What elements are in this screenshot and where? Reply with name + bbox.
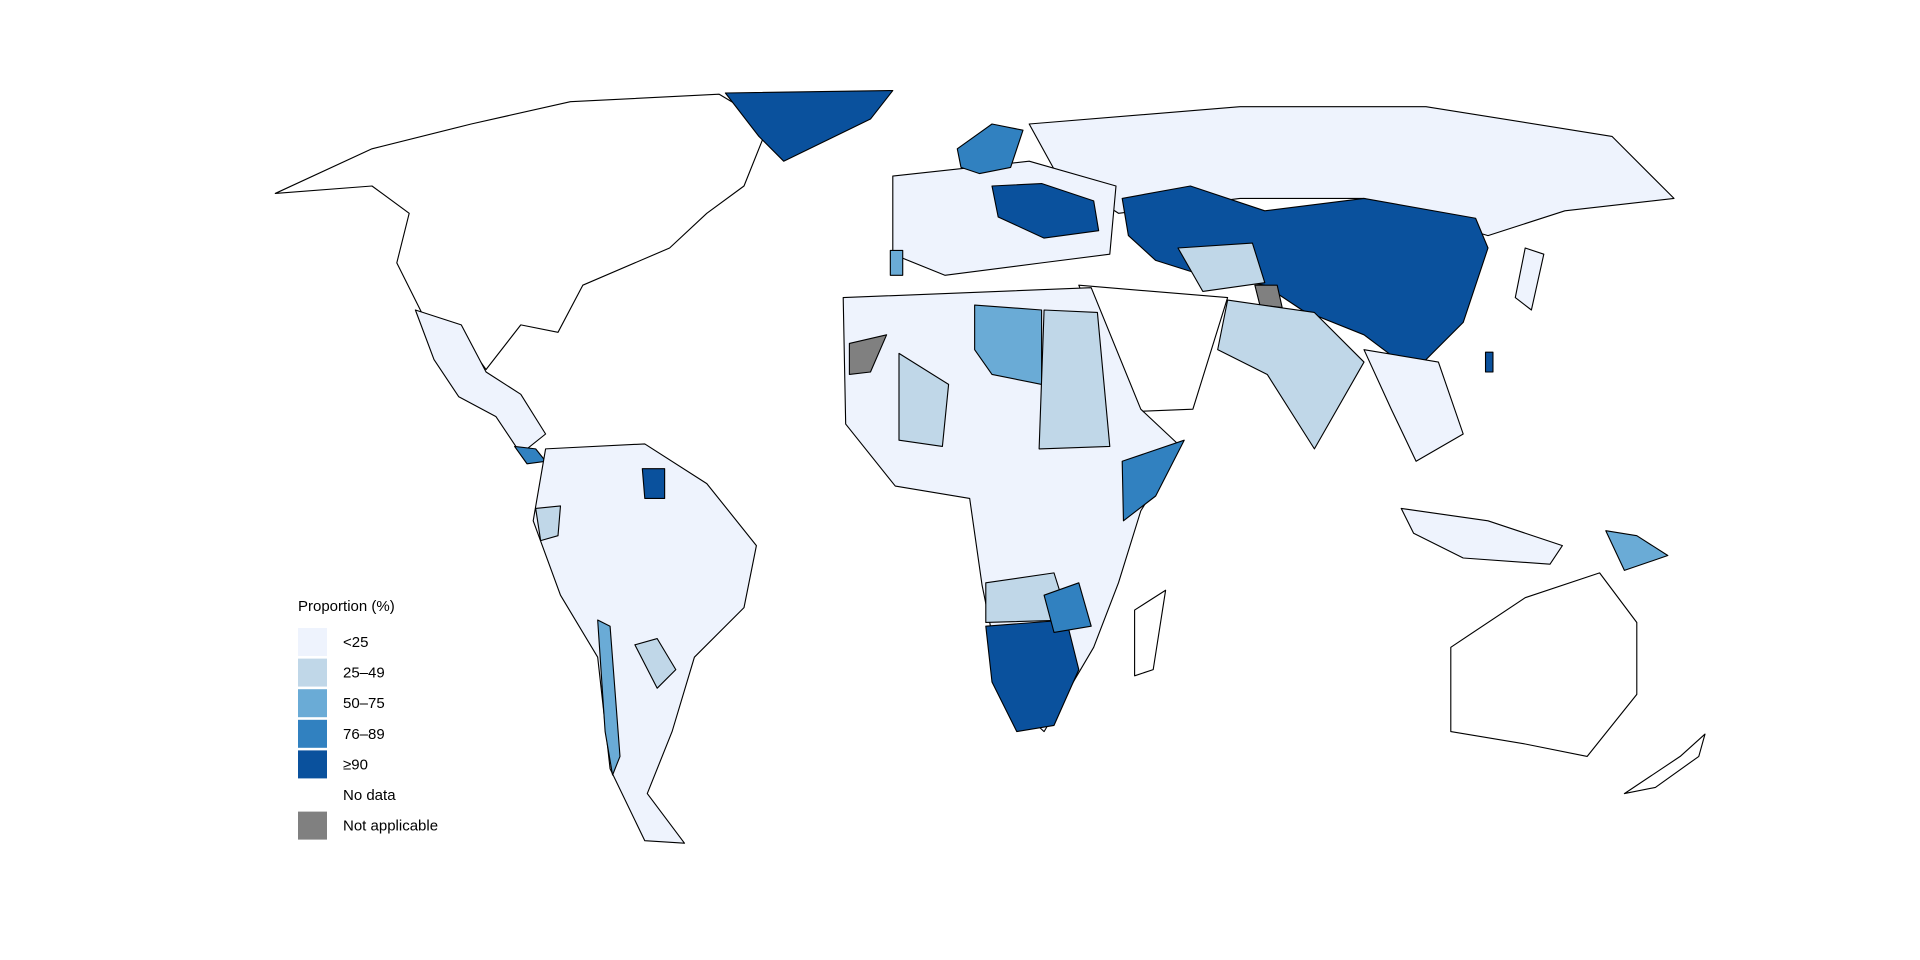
map-shapes (274, 89, 1706, 844)
somalia (1121, 439, 1185, 522)
legend-swatch (298, 719, 327, 748)
legend-label: No data (343, 787, 396, 804)
india (1217, 299, 1365, 450)
legend-label: ≥90 (343, 756, 368, 773)
legend-swatch (298, 628, 327, 656)
legend-swatch (298, 811, 327, 840)
suriname (641, 468, 666, 500)
greenland (724, 89, 894, 162)
legend-swatch (298, 781, 327, 809)
chile (597, 619, 621, 776)
central-america (414, 309, 547, 455)
new-zealand (1623, 733, 1706, 795)
zimbabwe-region (1043, 582, 1092, 633)
madagascar (1134, 589, 1167, 677)
mali-region (898, 352, 950, 447)
legend-swatch (298, 750, 327, 779)
legend-label: 25–49 (343, 665, 385, 682)
central-asia (1177, 242, 1266, 292)
legend-label: 50–75 (343, 695, 385, 712)
scandinavia (956, 123, 1024, 175)
portugal (889, 249, 904, 276)
southeast-asia (1363, 349, 1464, 462)
taiwan (1484, 351, 1494, 373)
japan (1514, 247, 1545, 311)
north-america (274, 93, 770, 371)
egypt-sudan (1038, 309, 1111, 450)
legend: Proportion (%) <25 25–49 50–75 76–89 ≥90 No d… (298, 598, 438, 840)
ukraine-belarus (991, 182, 1100, 239)
libya (974, 304, 1043, 385)
peru-region (535, 505, 562, 542)
legend-title: Proportion (%) (298, 598, 395, 615)
legend-swatch (298, 689, 327, 718)
paraguay (634, 638, 677, 689)
legend-label: Not applicable (343, 818, 438, 835)
legend-label: <25 (343, 634, 368, 651)
costa-rica (514, 445, 547, 465)
papua-new-guinea (1605, 530, 1669, 571)
legend-label: 76–89 (343, 726, 385, 743)
legend-swatch (298, 658, 327, 687)
australia (1450, 572, 1638, 757)
southern-africa (985, 619, 1080, 733)
indonesia (1400, 507, 1563, 565)
western-sahara (848, 334, 888, 376)
